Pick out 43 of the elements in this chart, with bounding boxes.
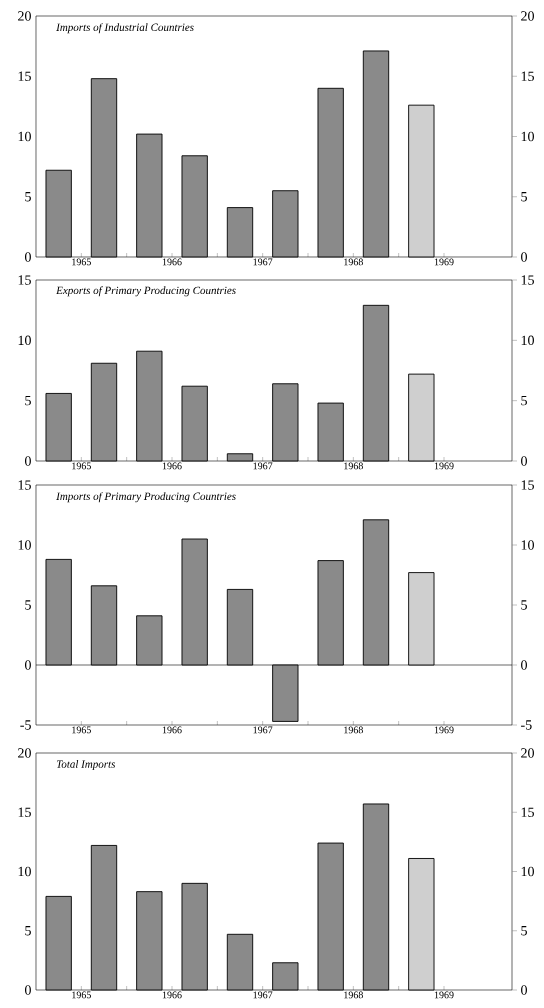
y-tick-label: 20	[18, 11, 31, 21]
y-tick-label: 20	[18, 748, 31, 758]
x-tick-label: 1968	[344, 258, 363, 266]
x-tick-label: 1969	[434, 726, 454, 734]
y-tick-label: 10	[521, 540, 534, 550]
y-tick-label: 5	[25, 192, 31, 202]
y-tick-label: 0	[25, 985, 31, 995]
text: Imports of Industrial Countries	[56, 23, 194, 34]
y-tick-label: 15	[18, 275, 31, 285]
x-tick-label: 1965	[72, 726, 91, 734]
x-tick-label: 1968	[344, 726, 363, 734]
x-tick-label: 1967	[253, 258, 273, 266]
y-tick-label: 5	[25, 926, 31, 936]
y-tick-label: 0	[25, 252, 31, 262]
text: Imports of Primary Producing Countries	[56, 492, 236, 503]
y-tick-label: 15	[521, 480, 534, 490]
x-tick-label: 1966	[162, 726, 182, 734]
x-tick-label: 1969	[434, 258, 454, 266]
x-tick-label: 1969	[434, 991, 454, 999]
x-tick-label: 1967	[253, 726, 273, 734]
y-tick-label: 10	[18, 335, 31, 346]
x-tick-label: 1965	[72, 991, 91, 999]
x-tick-label: 1966	[162, 258, 182, 266]
text: Exports of Primary Producing Countries	[56, 286, 236, 297]
y-tick-label: -5	[521, 720, 532, 730]
y-tick-label: 5	[521, 600, 527, 610]
x-tick-label: 1965	[72, 258, 91, 266]
text: Total Imports	[56, 760, 116, 771]
x-tick-label: 1968	[344, 991, 363, 999]
y-tick-label: 10	[18, 866, 31, 877]
x-tick-label: 1969	[434, 462, 454, 470]
y-tick-label: 0	[521, 660, 527, 670]
y-tick-label: 5	[25, 396, 31, 406]
y-tick-label: 15	[18, 807, 31, 817]
x-tick-label: 1968	[344, 462, 363, 470]
y-tick-label: 15	[18, 71, 31, 81]
y-tick-label: 0	[25, 456, 31, 466]
x-tick-label: 1967	[253, 462, 273, 470]
x-tick-label: 1965	[72, 462, 91, 470]
y-tick-label: 10	[18, 131, 31, 142]
x-tick-label: 1966	[162, 462, 182, 470]
x-tick-label: 1966	[162, 991, 182, 999]
x-tick-label: 1967	[253, 991, 273, 999]
